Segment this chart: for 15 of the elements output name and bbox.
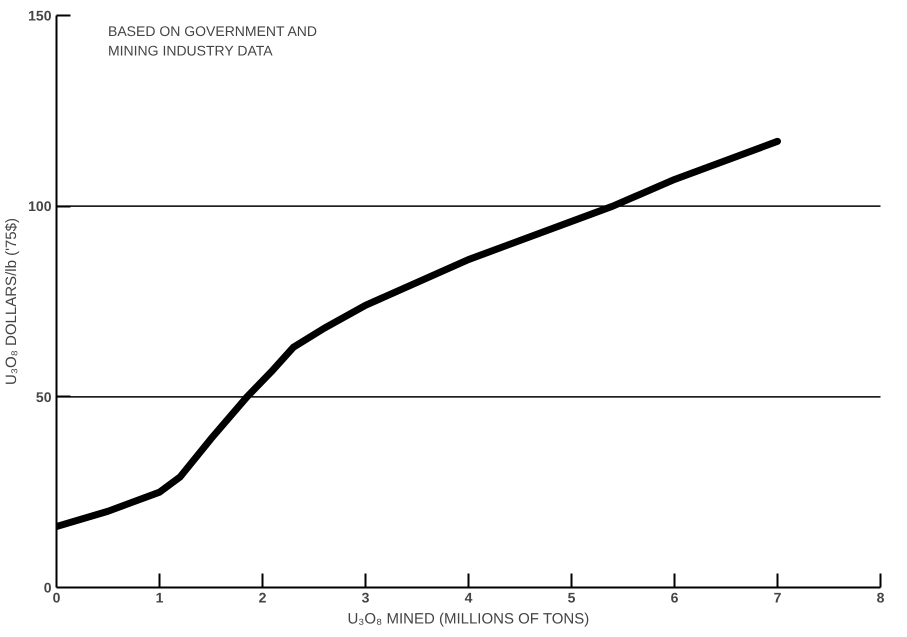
x-tick-label: 5 (568, 590, 576, 606)
x-tick-label: 8 (876, 590, 885, 606)
y-tick-label: 50 (36, 388, 52, 405)
x-tick-label: 1 (156, 590, 164, 606)
y-tick-label: 0 (44, 580, 52, 596)
y-axis-title: U₃O₈ DOLLARS/lb ('75$) (3, 218, 20, 385)
x-tick-label: 7 (774, 590, 782, 606)
x-tick-label: 6 (670, 590, 679, 606)
x-tick-label: 4 (464, 590, 473, 606)
annotation: BASED ON GOVERNMENT AND MINING INDUSTRY DATA (108, 23, 318, 58)
x-tick-label: 2 (258, 590, 267, 606)
y-tick-label: 150 (28, 8, 52, 24)
x-tick-label: 3 (362, 590, 370, 606)
x-axis-title: U₃O₈ MINED (MILLIONS OF TONS) (347, 610, 590, 628)
y-tick-label: 100 (28, 198, 52, 214)
